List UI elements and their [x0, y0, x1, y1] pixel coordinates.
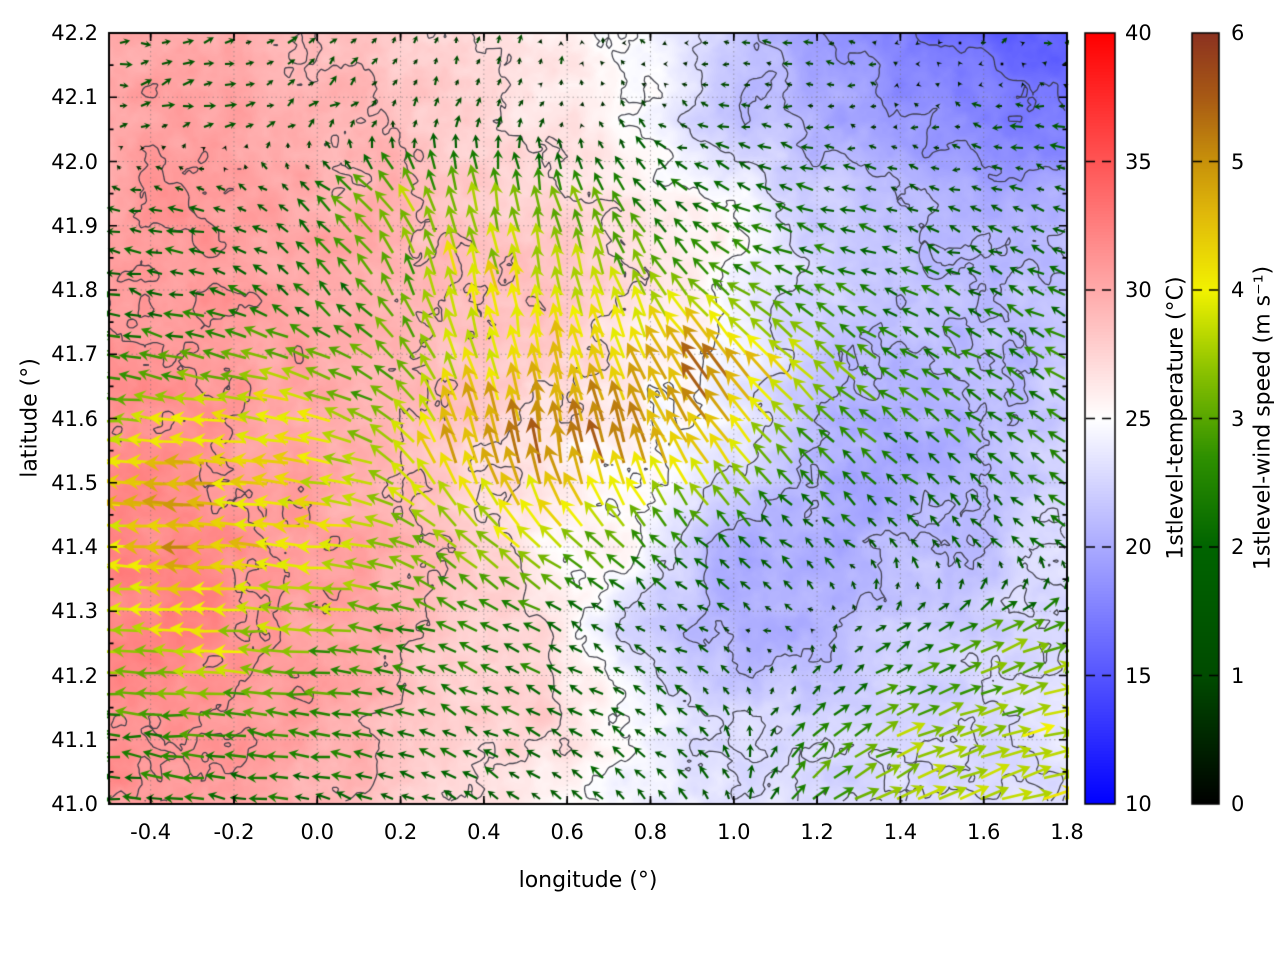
x-tick-label: 1.2 [800, 820, 834, 844]
temperature-colorbar-tick-label: 15 [1125, 663, 1152, 688]
temperature-colorbar-tick-label: 25 [1125, 406, 1152, 431]
temperature-colorbar-tick-label: 10 [1125, 792, 1152, 816]
y-tick-label: 41.5 [51, 470, 98, 495]
y-tick-label: 41.7 [51, 342, 98, 367]
x-tick-label: 0.8 [633, 820, 668, 844]
y-tick-label: 41.8 [51, 278, 98, 302]
wind-colorbar-tick-label: 5 [1231, 149, 1245, 174]
x-tick-label: 1.0 [717, 820, 751, 844]
y-tick-label: 41.6 [51, 406, 98, 431]
wind-colorbar-tick-label: 6 [1231, 21, 1245, 45]
y-tick-label: 42.1 [51, 85, 98, 110]
temperature-colorbar-tick-label: 30 [1125, 278, 1152, 302]
x-tick-label: 0.4 [467, 820, 501, 844]
temperature-colorbar-tick-label: 35 [1125, 149, 1152, 174]
x-tick-label: 0.6 [550, 820, 584, 844]
y-tick-label: 41.0 [51, 792, 98, 816]
x-tick-label: -0.4 [130, 820, 172, 844]
x-tick-label: -0.2 [213, 820, 255, 844]
y-tick-label: 41.2 [51, 663, 98, 688]
x-tick-label: 0.0 [300, 820, 334, 844]
wind-colorbar-tick-label: 1 [1231, 663, 1245, 688]
y-tick-label: 42.2 [51, 21, 98, 45]
x-tick-label: 0.2 [383, 820, 418, 844]
y-tick-label: 41.4 [51, 535, 98, 559]
y-tick-label: 41.9 [51, 213, 98, 238]
x-tick-label: 1.6 [966, 820, 1001, 844]
y-tick-label: 42.0 [51, 149, 98, 174]
y-tick-label: 41.3 [51, 599, 98, 624]
temperature-colorbar-tick-label: 40 [1125, 21, 1152, 45]
wind-colorbar-tick-label: 4 [1231, 278, 1245, 302]
x-axis-title: longitude (°) [518, 868, 658, 893]
temperature-colorbar-tick-label: 20 [1125, 535, 1152, 559]
wind-colorbar-tick-label: 2 [1231, 535, 1245, 559]
y-tick-label: 41.1 [51, 727, 98, 752]
temperature-colorbar-title: 1stlevel-temperature (°C) [1163, 276, 1189, 560]
x-tick-label: 1.8 [1050, 820, 1084, 844]
y-axis-title: latitude (°) [17, 358, 43, 478]
wind-colorbar-tick-label: 3 [1231, 406, 1245, 431]
wind-colorbar-tick-label: 0 [1231, 792, 1245, 816]
x-tick-label: 1.4 [883, 820, 918, 844]
wind-colorbar-title: 1stlevel-wind speed (m s⁻¹) [1250, 265, 1276, 571]
